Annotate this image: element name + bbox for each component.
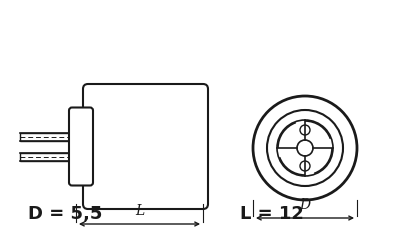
FancyBboxPatch shape (69, 108, 93, 185)
Text: D: D (300, 198, 310, 212)
Text: L = 12: L = 12 (240, 205, 304, 223)
Text: L: L (135, 204, 144, 218)
Text: D = 5,5: D = 5,5 (28, 205, 102, 223)
Bar (20, 152, 74, 160)
Bar (20, 132, 74, 140)
